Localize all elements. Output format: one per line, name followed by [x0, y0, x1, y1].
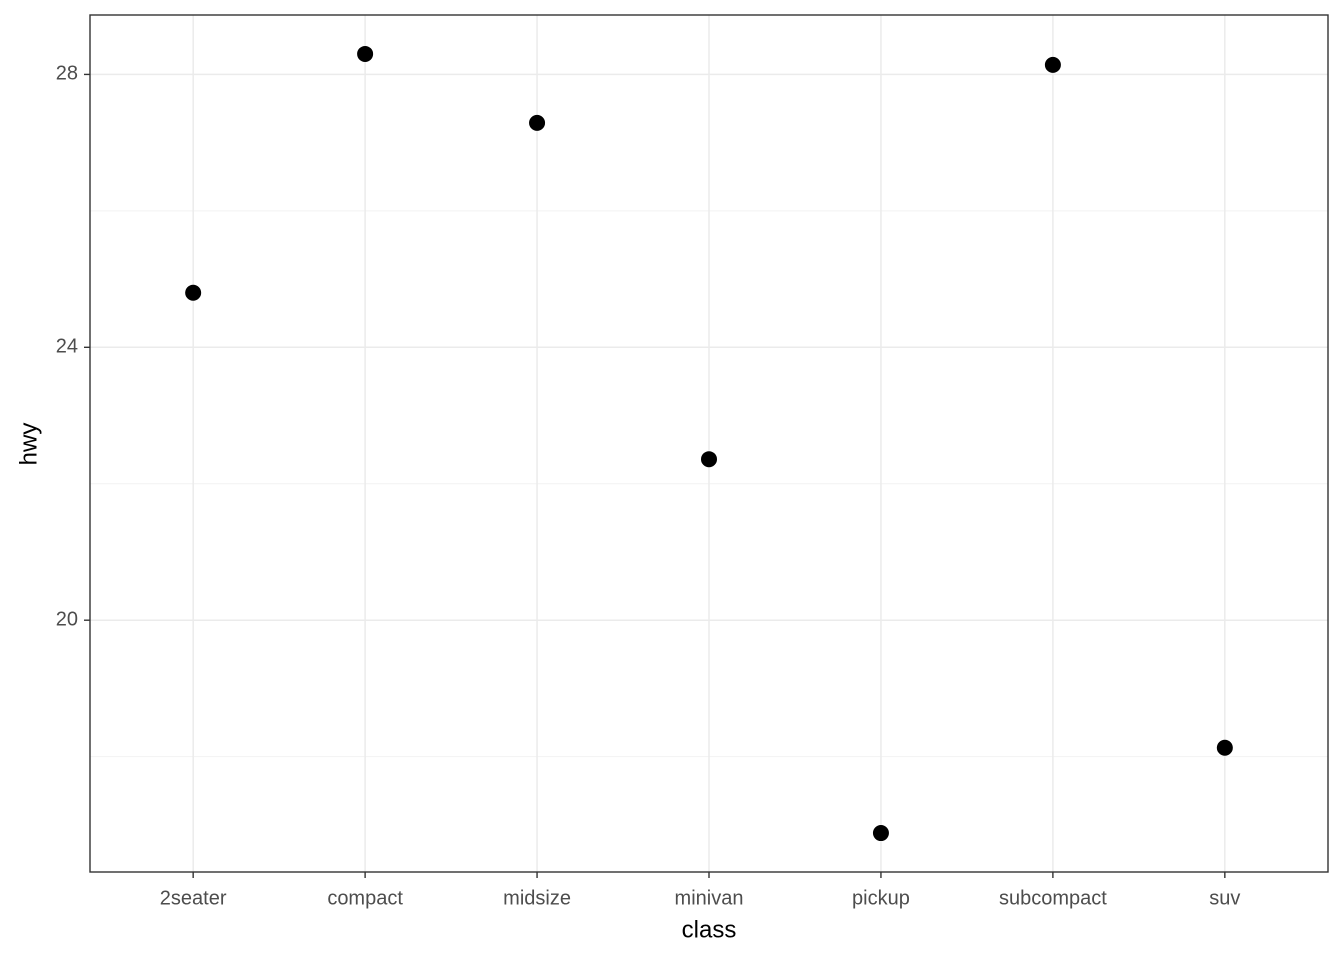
x-tick-label: compact: [327, 887, 403, 909]
x-tick-label: midsize: [503, 887, 571, 909]
x-tick-label: subcompact: [999, 887, 1107, 909]
point: [1044, 56, 1061, 73]
y-axis-title: hwy: [15, 423, 42, 466]
y-tick-label: 20: [56, 608, 78, 630]
x-tick-label: minivan: [675, 887, 744, 909]
x-tick-label: 2seater: [160, 887, 227, 909]
y-tick-label: 28: [56, 63, 78, 85]
grid: [90, 15, 1328, 872]
point: [872, 825, 889, 842]
x-axis-title: class: [682, 916, 737, 943]
y-tick-label: 24: [56, 336, 78, 358]
x-tick-label: pickup: [852, 887, 910, 909]
point: [357, 45, 374, 62]
point: [529, 114, 546, 131]
point: [701, 451, 717, 468]
x-tick-label: suv: [1209, 887, 1240, 909]
point: [1216, 739, 1233, 756]
point: [185, 284, 202, 301]
marks: [185, 45, 1233, 842]
